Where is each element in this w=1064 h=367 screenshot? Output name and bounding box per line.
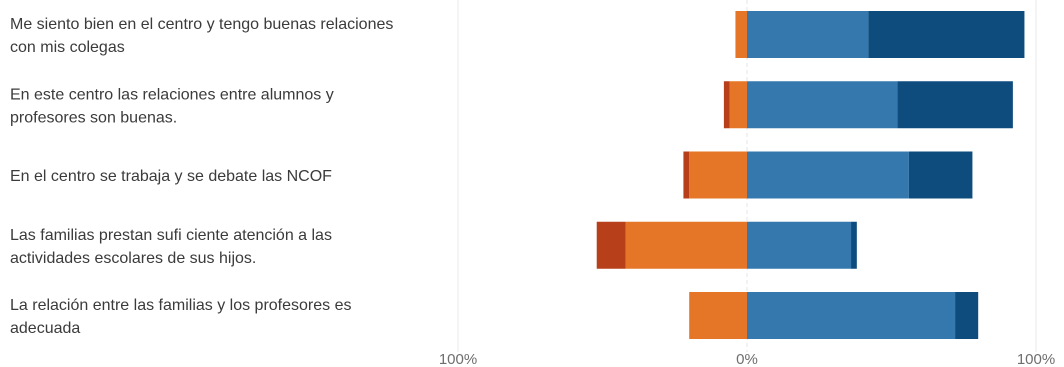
tick-label-1: 0% — [736, 351, 758, 367]
bar-row2-neg0 — [683, 151, 690, 199]
category-label-2: En el centro se trabaja y se debate las … — [10, 168, 332, 185]
bar-row2-neg1 — [689, 151, 747, 199]
category-label-0: Me siento bien en el centro y tengo buen… — [10, 16, 393, 56]
bar-row4-pos0 — [747, 292, 956, 339]
bar-row1-neg0 — [723, 81, 730, 129]
category-label-4: La relación entre las familias y los pro… — [10, 297, 352, 337]
bar-row2-pos0 — [747, 151, 909, 199]
bar-row4-pos1 — [955, 292, 979, 339]
bar-row0-pos0 — [747, 11, 869, 58]
tick-label-2: 100% — [1017, 351, 1055, 367]
bar-row0-neg1 — [735, 11, 747, 58]
bar-row1-pos1 — [897, 81, 1013, 129]
bar-row1-pos0 — [747, 81, 898, 129]
category-labels: Me siento bien en el centro y tengo buen… — [10, 16, 393, 337]
bar-row3-pos0 — [747, 221, 852, 269]
bar-row4-neg1 — [689, 292, 747, 339]
bar-row2-pos1 — [908, 151, 973, 199]
category-label-1: En este centro las relaciones entre alum… — [10, 86, 334, 126]
bars — [596, 11, 1025, 339]
bar-row0-pos1 — [868, 11, 1025, 58]
bar-row1-neg1 — [729, 81, 747, 129]
tick-label-0: 100% — [439, 351, 477, 367]
bar-row3-neg1 — [625, 221, 747, 269]
bar-row3-neg0 — [596, 221, 626, 269]
x-axis-tick-labels: 100% 0% 100% — [439, 351, 1055, 367]
bar-row3-pos1 — [851, 221, 857, 269]
category-label-3: Las familias prestan sufi ciente atenció… — [10, 227, 332, 267]
